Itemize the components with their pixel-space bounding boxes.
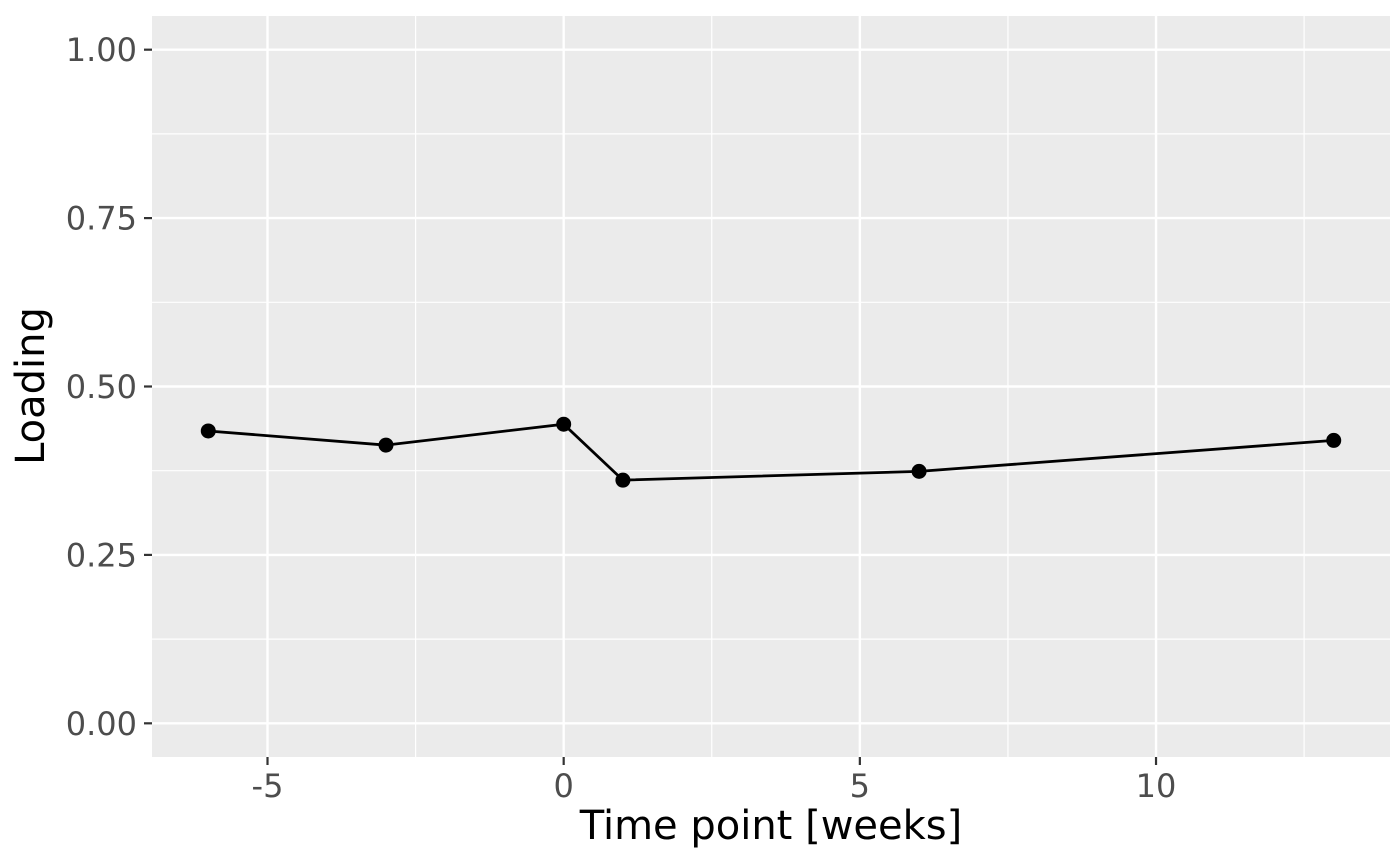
data-point: [1326, 432, 1342, 448]
data-point: [911, 463, 927, 479]
data-point: [378, 437, 394, 453]
data-point: [556, 416, 572, 432]
y-tick-labels: 0.00 0.25 0.50 0.75 1.00: [66, 31, 137, 743]
axis-tick-marks: [144, 48, 1158, 765]
y-tick-label: 0.75: [66, 200, 137, 238]
data-point: [200, 423, 216, 439]
data-points: [200, 416, 1342, 488]
y-tick-label: 0.25: [66, 536, 137, 574]
x-tick-label: 5: [850, 767, 870, 805]
y-tick-label: 1.00: [66, 31, 137, 69]
x-tick-label: 0: [553, 767, 573, 805]
x-tick-label: 10: [1136, 767, 1177, 805]
x-tick-labels: -5 0 5 10: [252, 767, 1177, 805]
y-tick-label: 0.00: [66, 705, 137, 743]
data-line: [208, 422, 1334, 482]
x-tick-label: -5: [252, 767, 284, 805]
data-point: [615, 472, 631, 488]
y-axis-title: Loading: [8, 307, 54, 465]
grid-major: [152, 16, 1390, 757]
x-axis-title: Time point [weeks]: [579, 803, 963, 849]
y-tick-label: 0.50: [66, 368, 137, 406]
